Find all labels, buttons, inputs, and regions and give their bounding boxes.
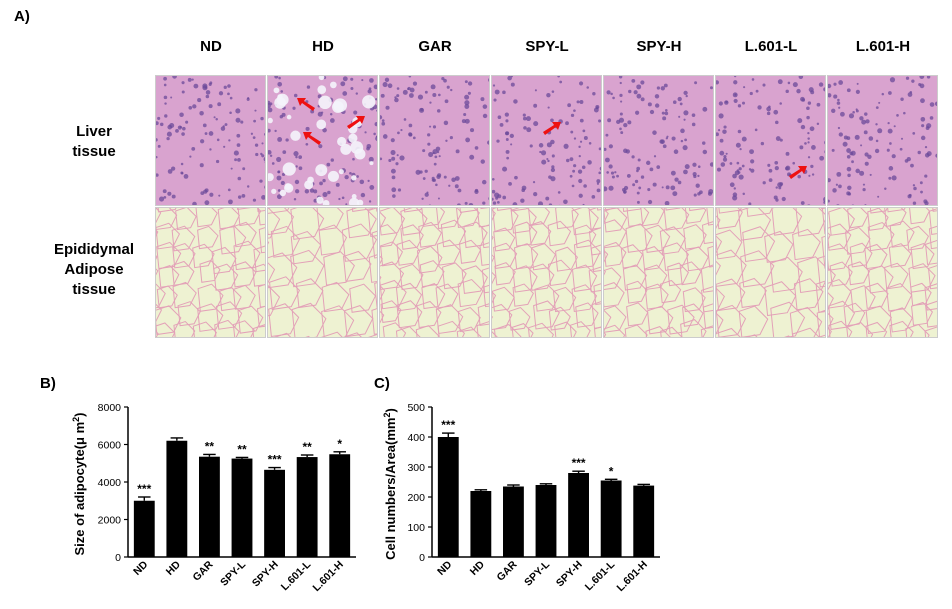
chart-c-bar (535, 485, 557, 557)
chart-b-x-tick-label: ND (131, 558, 151, 578)
chart-c-bar (600, 480, 622, 557)
column-header-l601-h: L.601-H (855, 38, 911, 55)
chart-b-bar (166, 440, 188, 557)
red-arrow-icon (789, 166, 807, 179)
chart-b-significance-label: * (337, 437, 342, 451)
chart-b-bar (296, 457, 318, 557)
liver-image-gar (379, 75, 490, 206)
chart-b-y-tick-label: 4000 (98, 477, 122, 489)
column-header-nd: ND (200, 38, 222, 55)
red-arrow-icon (347, 116, 365, 129)
red-arrow-icon (543, 122, 561, 135)
row-label-adipose-line-1: Epididymal (53, 241, 135, 258)
adipose-image-l601-h (827, 207, 938, 338)
chart-b-panel-letter: B) (40, 375, 56, 392)
chart-b-x-tick-label: HD (164, 558, 184, 578)
chart-b-bar (329, 454, 351, 557)
chart-b-bar (133, 500, 155, 557)
column-header-l601-l: L.601-L (744, 38, 798, 55)
column-header-gar: GAR (418, 38, 452, 55)
liver-image-hd (267, 75, 378, 206)
chart-c-x-tick-label: SPY-L (522, 558, 552, 588)
bar-charts: B)Size of adipocyte(μ m2)020004000600080… (40, 375, 660, 594)
chart-c-y-tick-label: 200 (407, 492, 425, 504)
chart-c-y-tick-label: 0 (419, 552, 425, 564)
chart-b-y-tick-label: 6000 (98, 440, 122, 452)
red-arrow-icon (297, 98, 315, 111)
chart-c-y-tick-label: 100 (407, 522, 425, 534)
liver-image-nd (155, 75, 266, 206)
chart-b-significance-label: ** (302, 440, 312, 454)
adipose-image-spy-h (603, 207, 714, 338)
red-arrow-icon (303, 132, 321, 145)
chart-b-significance-label: ** (237, 442, 247, 456)
chart-c-bar (633, 485, 655, 557)
chart-b-x-tick-label: L.601-H (311, 559, 346, 594)
chart-b-y-axis-label: Size of adipocyte(μ m2) (71, 412, 87, 555)
chart-c-significance-label: * (609, 464, 614, 478)
chart-b-bar (231, 458, 253, 557)
chart-c-y-axis-label: Cell numbers/Area(mm2) (382, 408, 398, 560)
row-label-adipose-line-2: Adipose (64, 261, 124, 278)
liver-image-l601-l (715, 75, 826, 206)
adipose-image-hd (267, 207, 378, 338)
chart-b-bar (264, 469, 285, 557)
chart-b-y-tick-label: 2000 (98, 515, 122, 527)
chart-c-panel-letter: C) (374, 375, 390, 392)
chart-b-bar (199, 456, 220, 557)
adipose-image-spy-l (491, 207, 602, 338)
column-header-spy-l: SPY-L (525, 38, 569, 55)
chart-b-x-tick-label: SPY-L (218, 558, 248, 588)
chart-c-x-tick-label: ND (435, 558, 455, 578)
row-label-adipose: Epididymal Adipose tissue (40, 240, 148, 300)
chart-c-y-tick-label: 400 (407, 432, 425, 444)
chart-b-significance-label: ** (205, 439, 215, 453)
liver-image-spy-l (491, 75, 602, 206)
adipose-image-nd (155, 207, 266, 338)
chart-c-x-tick-label: L.601-H (615, 559, 650, 594)
chart-c-x-tick-label: L.601-L (583, 558, 618, 593)
chart-b-x-tick-label: L.601-L (279, 558, 314, 593)
chart-c-bar (503, 486, 524, 557)
chart-c-bar (437, 437, 459, 557)
adipose-image-l601-l (715, 207, 826, 338)
chart-b-x-tick-label: GAR (191, 558, 216, 583)
column-header-spy-h: SPY-H (636, 38, 682, 55)
row-label-liver-line-2: tissue (72, 143, 116, 160)
row-label-liver: Liver tissue (40, 122, 148, 162)
chart-c-bar (568, 473, 589, 557)
row-label-adipose-line-3: tissue (72, 281, 116, 298)
row-label-liver-line-1: Liver (76, 123, 112, 140)
liver-image-l601-h (827, 75, 938, 206)
chart-b-y-tick-label: 8000 (98, 402, 122, 414)
chart-b-y-tick-label: 0 (115, 552, 121, 564)
chart-b-x-tick-label: SPY-H (250, 559, 281, 590)
chart-b-significance-label: *** (268, 453, 282, 467)
chart-c-x-tick-label: GAR (495, 558, 520, 583)
adipose-image-gar (379, 207, 490, 338)
liver-image-spy-h (603, 75, 714, 206)
chart-b-significance-label: *** (137, 482, 151, 496)
chart-c-x-tick-label: SPY-H (554, 559, 585, 590)
chart-c-y-tick-label: 300 (407, 462, 425, 474)
column-header-hd: HD (312, 38, 334, 55)
chart-c-significance-label: *** (441, 418, 455, 432)
chart-c-bar (470, 491, 492, 557)
panel-a-letter: A) (14, 8, 30, 25)
chart-c-x-tick-label: HD (468, 558, 488, 578)
chart-c-significance-label: *** (572, 456, 586, 470)
chart-c-y-tick-label: 500 (407, 402, 425, 414)
